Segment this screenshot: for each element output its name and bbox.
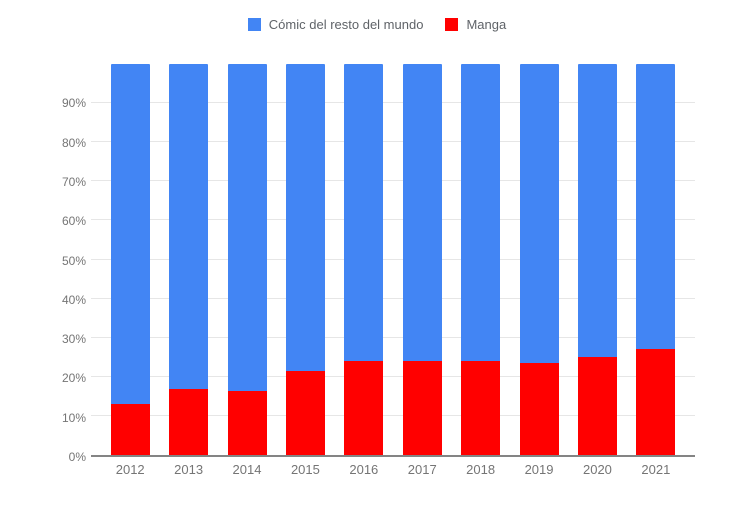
bar-band-2018: [451, 64, 509, 455]
y-tick-label-70%: 70%: [61, 174, 86, 189]
y-tick-label-30%: 30%: [61, 332, 86, 347]
bar-band-2020: [568, 64, 626, 455]
bar-band-2019: [510, 64, 568, 455]
legend-item-manga: Manga: [445, 17, 506, 32]
bar-2020: [577, 64, 617, 455]
bar-band-2013: [159, 64, 217, 455]
bar-2012: [110, 64, 150, 455]
gridline-10%: [91, 414, 695, 416]
segment-manga-2019: [519, 363, 559, 455]
x-tick-label-2017: 2017: [407, 462, 437, 477]
segment-comic-2020: [577, 64, 617, 358]
gridline-70%: [91, 180, 695, 182]
gridline-30%: [91, 336, 695, 338]
bar-2018: [461, 64, 501, 455]
segment-comic-2014: [227, 64, 267, 391]
x-tick-label-2020: 2020: [582, 462, 612, 477]
x-tick-label-2012: 2012: [115, 462, 145, 477]
plot-area: [91, 64, 695, 457]
segment-manga-2017: [402, 361, 442, 455]
x-tick-label-2016: 2016: [349, 462, 379, 477]
x-tick-label-2019: 2019: [524, 462, 554, 477]
x-tick-label-2015: 2015: [290, 462, 320, 477]
bar-2016: [344, 64, 384, 455]
segment-comic-2019: [519, 64, 559, 364]
gridline-40%: [91, 297, 695, 299]
segment-comic-2018: [461, 64, 501, 362]
y-tick-label-60%: 60%: [61, 214, 86, 229]
segment-comic-2021: [636, 64, 676, 350]
legend-swatch-manga-icon: [445, 18, 459, 31]
bar-band-2012: [101, 64, 159, 455]
x-tick-label-2014: 2014: [232, 462, 262, 477]
y-tick-label-80%: 80%: [61, 135, 86, 150]
segment-comic-2017: [402, 64, 442, 362]
x-tick-label-2021: 2021: [641, 462, 671, 477]
bar-2017: [402, 64, 442, 455]
segment-manga-2021: [636, 349, 676, 455]
bar-band-2021: [627, 64, 685, 455]
gridline-80%: [91, 141, 695, 143]
segment-manga-2020: [577, 357, 617, 455]
y-axis: 0% 10% 20% 30% 40% 50% 60% 70% 80% 90%: [0, 64, 86, 464]
bar-2014: [227, 64, 267, 455]
gridline-90%: [91, 102, 695, 104]
gridline-50%: [91, 258, 695, 260]
gridline-20%: [91, 375, 695, 377]
segment-comic-2015: [285, 64, 325, 371]
legend-label-manga: Manga: [466, 17, 507, 32]
y-tick-label-90%: 90%: [61, 96, 86, 111]
bar-band-2017: [393, 64, 451, 455]
segment-manga-2013: [169, 388, 209, 455]
y-tick-label-50%: 50%: [61, 253, 86, 268]
bar-2021: [636, 64, 676, 455]
bar-band-2014: [218, 64, 276, 455]
segment-manga-2015: [285, 370, 325, 455]
bar-band-2015: [276, 64, 334, 455]
bars-row: [91, 64, 695, 455]
segment-manga-2014: [227, 390, 267, 455]
y-tick-label-40%: 40%: [61, 292, 86, 307]
bar-band-2016: [335, 64, 393, 455]
bar-2015: [285, 64, 325, 455]
y-tick-label-10%: 10%: [61, 410, 86, 425]
x-tick-label-2018: 2018: [466, 462, 496, 477]
bar-2013: [169, 64, 209, 455]
segment-manga-2012: [110, 404, 150, 455]
segment-comic-2013: [169, 64, 209, 389]
segment-comic-2016: [344, 64, 384, 362]
bar-2019: [519, 64, 559, 455]
y-tick-label-0%: 0%: [68, 450, 86, 464]
segment-comic-2012: [110, 64, 150, 405]
x-tick-label-2013: 2013: [174, 462, 204, 477]
legend-swatch-comic-icon: [247, 18, 261, 31]
chart-legend: Cómic del resto del mundo Manga: [0, 17, 754, 32]
x-axis: 2012 2013 2014 2015 2016 2017 2018 2019 2020 2021: [91, 462, 695, 477]
gridline-60%: [91, 219, 695, 221]
legend-label-comic: Cómic del resto del mundo: [268, 17, 424, 32]
y-tick-label-20%: 20%: [61, 371, 86, 386]
segment-manga-2016: [344, 361, 384, 455]
segment-manga-2018: [461, 361, 501, 455]
legend-item-comic: Cómic del resto del mundo: [247, 17, 424, 32]
